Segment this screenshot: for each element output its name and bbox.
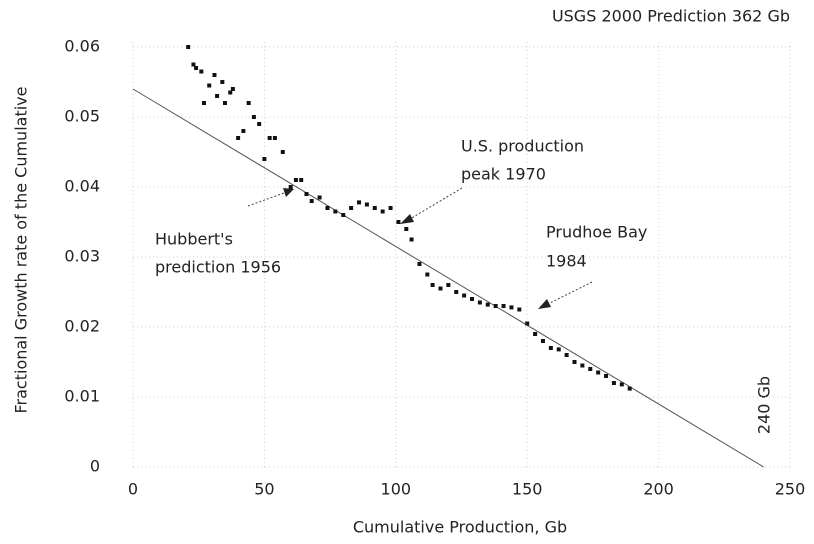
x-tick-label: 200 bbox=[643, 480, 674, 499]
y-tick-label: 0.06 bbox=[64, 37, 100, 56]
data-point bbox=[572, 360, 577, 364]
data-point bbox=[548, 346, 553, 350]
annotation: 1984 bbox=[546, 252, 587, 271]
data-point bbox=[611, 381, 616, 385]
data-point bbox=[596, 370, 601, 375]
data-point bbox=[212, 73, 217, 77]
y-axis-label: Fractional Growth rate of the Cumulative bbox=[12, 87, 31, 414]
data-point bbox=[257, 122, 262, 126]
data-point bbox=[293, 178, 298, 182]
y-tick-label: 0.03 bbox=[64, 247, 100, 266]
data-point bbox=[317, 195, 322, 200]
data-point bbox=[454, 290, 459, 294]
data-point bbox=[540, 339, 545, 343]
data-point bbox=[191, 62, 196, 67]
data-point bbox=[246, 101, 251, 105]
data-point bbox=[280, 150, 285, 154]
data-point bbox=[220, 80, 225, 84]
data-point bbox=[288, 185, 293, 189]
data-point bbox=[525, 321, 530, 326]
arrow bbox=[409, 187, 463, 220]
data-point bbox=[241, 129, 246, 133]
arrowhead bbox=[538, 299, 551, 309]
data-point bbox=[493, 304, 498, 308]
arrows bbox=[247, 187, 593, 309]
annotation: Prudhoe Bay bbox=[546, 223, 647, 242]
data-point bbox=[509, 305, 514, 310]
x-axis-label: Cumulative Production, Gb bbox=[353, 518, 567, 537]
data-point bbox=[333, 209, 338, 214]
data-point bbox=[477, 300, 482, 305]
data-point bbox=[396, 220, 401, 224]
data-point bbox=[580, 363, 585, 368]
fit-line bbox=[132, 88, 764, 468]
annotation: 240 Gb bbox=[755, 376, 774, 434]
data-point bbox=[357, 200, 362, 205]
annotation: peak 1970 bbox=[461, 165, 546, 184]
data-point bbox=[251, 115, 256, 119]
data-point bbox=[470, 297, 475, 301]
x-tick-label: 0 bbox=[128, 480, 138, 499]
data-point bbox=[462, 293, 467, 298]
data-point bbox=[299, 178, 304, 182]
y-tick-label: 0.01 bbox=[64, 387, 100, 406]
data-point bbox=[207, 83, 212, 88]
data-point bbox=[272, 136, 277, 140]
data-point bbox=[533, 332, 538, 336]
y-tick-label: 0.04 bbox=[64, 177, 100, 196]
data-point bbox=[438, 286, 443, 291]
arrow bbox=[247, 192, 285, 207]
data-point bbox=[215, 94, 220, 98]
annotation: Hubbert's bbox=[155, 230, 233, 249]
data-point bbox=[309, 199, 314, 203]
x-tick-label: 250 bbox=[775, 480, 806, 499]
data-point bbox=[364, 202, 369, 207]
chart-title: USGS 2000 Prediction 362 Gb bbox=[552, 7, 790, 26]
arrowhead bbox=[283, 188, 294, 197]
data-point bbox=[588, 367, 593, 371]
data-point bbox=[517, 307, 522, 312]
data-point bbox=[627, 386, 632, 391]
data-point bbox=[556, 347, 561, 352]
arrow bbox=[547, 281, 593, 305]
x-tick-label: 100 bbox=[381, 480, 412, 499]
data-point bbox=[380, 209, 385, 214]
data-point bbox=[186, 45, 191, 49]
data-point bbox=[201, 101, 206, 105]
y-tick-label: 0.05 bbox=[64, 107, 100, 126]
annotation: prediction 1956 bbox=[155, 258, 281, 277]
data-point bbox=[409, 237, 414, 242]
annotation: U.S. production bbox=[461, 137, 584, 156]
data-point bbox=[222, 101, 227, 105]
data-point bbox=[485, 302, 490, 307]
data-point bbox=[199, 69, 204, 74]
data-point bbox=[425, 272, 430, 277]
data-point bbox=[341, 213, 346, 217]
data-point bbox=[262, 157, 267, 161]
data-point bbox=[304, 192, 309, 196]
data-point bbox=[619, 382, 624, 387]
data-point bbox=[230, 87, 235, 91]
x-tick-label: 50 bbox=[254, 480, 274, 499]
data-point bbox=[194, 66, 199, 70]
x-tick-label: 150 bbox=[512, 480, 543, 499]
data-point bbox=[430, 283, 435, 287]
data-point bbox=[404, 227, 409, 231]
data-point bbox=[388, 206, 393, 210]
data-point bbox=[325, 206, 330, 210]
data-point bbox=[372, 206, 377, 210]
data-point bbox=[604, 374, 609, 378]
data-point bbox=[564, 353, 569, 357]
data-point bbox=[228, 90, 233, 95]
data-point bbox=[417, 262, 422, 266]
y-tick-label: 0 bbox=[90, 457, 100, 476]
y-tick-label: 0.02 bbox=[64, 317, 100, 336]
data-point bbox=[501, 304, 506, 308]
data-point bbox=[236, 136, 241, 140]
arrowhead bbox=[400, 214, 414, 224]
data-point bbox=[267, 136, 272, 140]
data-point bbox=[446, 283, 451, 287]
data-point bbox=[349, 206, 354, 210]
